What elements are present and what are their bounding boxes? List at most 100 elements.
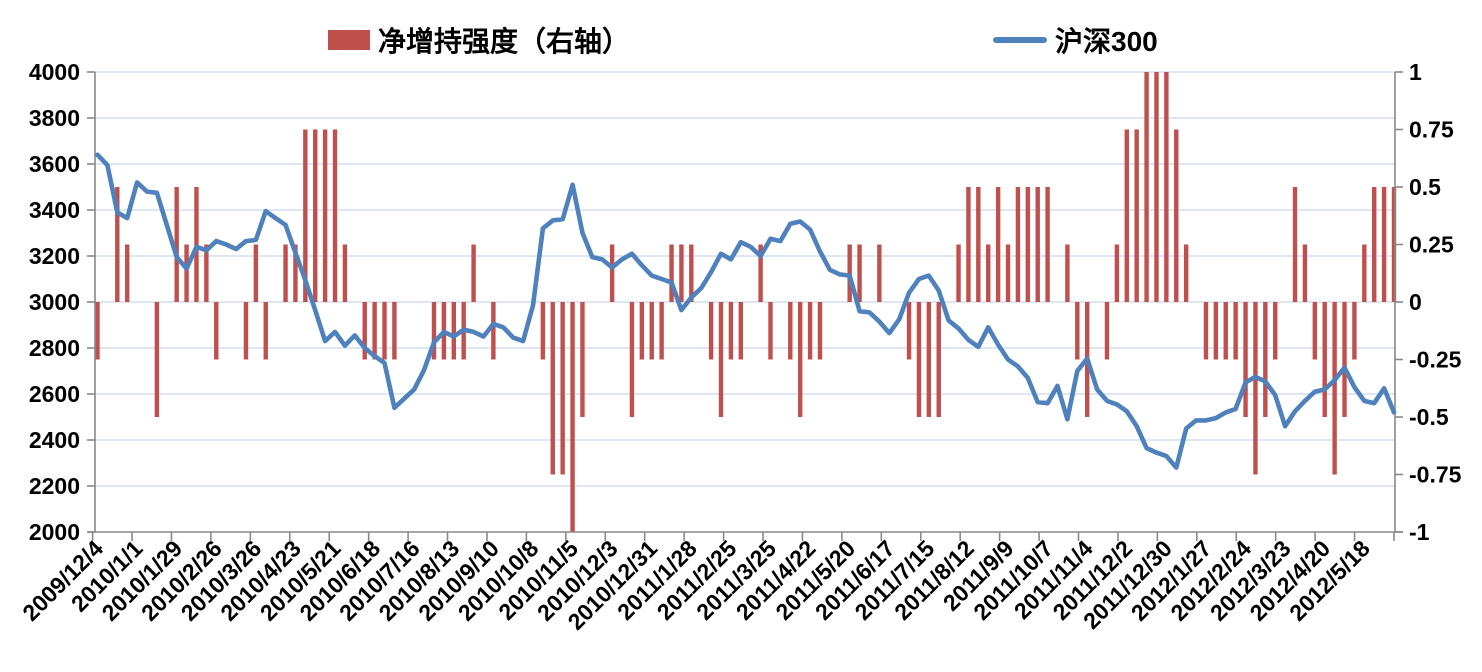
bar	[451, 302, 456, 360]
bar	[1233, 302, 1238, 360]
bar-series-swatch-icon	[328, 30, 370, 50]
bar	[372, 302, 377, 360]
bar	[995, 187, 1001, 302]
legend-bar-label: 净增持强度（右轴）	[378, 26, 631, 57]
bar	[194, 187, 199, 302]
bar	[124, 244, 130, 302]
left-axis-label: 2200	[29, 473, 80, 499]
bar	[1124, 129, 1129, 302]
bar	[1075, 302, 1080, 360]
bar	[986, 244, 991, 302]
left-axis-label: 2400	[29, 427, 80, 453]
bar	[768, 302, 773, 360]
bar	[718, 302, 724, 417]
bar	[659, 302, 664, 360]
bar	[817, 302, 823, 360]
bar	[797, 302, 803, 417]
bar	[1243, 302, 1248, 417]
bar	[926, 302, 932, 417]
bar	[956, 244, 961, 302]
bar	[689, 244, 694, 302]
bar	[283, 244, 288, 302]
bar	[847, 244, 852, 302]
right-axis-label: 0.25	[1409, 232, 1454, 258]
bar	[303, 129, 308, 302]
bar	[649, 302, 654, 360]
bar	[580, 302, 585, 417]
bar	[263, 302, 268, 360]
right-axis-label: -0.5	[1409, 404, 1449, 430]
bar	[214, 302, 219, 360]
bar	[758, 244, 763, 302]
bar	[550, 302, 555, 475]
csi300-line	[95, 152, 1397, 470]
bar	[1253, 302, 1258, 475]
bar	[857, 244, 862, 302]
bar	[570, 302, 575, 532]
bar	[1144, 72, 1149, 302]
right-axis-label: -0.75	[1409, 462, 1462, 488]
bar	[174, 187, 179, 302]
left-axis-label: 2800	[29, 335, 80, 361]
bar	[1312, 302, 1318, 360]
bar	[1183, 244, 1189, 302]
legend-item-bar: 净增持强度（右轴）	[328, 20, 630, 60]
bar	[1005, 244, 1011, 302]
bar	[332, 129, 338, 302]
legend-line-label: 沪深300	[1055, 26, 1158, 57]
left-axis-label: 2000	[29, 519, 80, 545]
bar	[253, 244, 259, 302]
right-axis-label: 0.5	[1409, 174, 1441, 200]
bar	[1391, 187, 1397, 302]
bar	[1045, 187, 1050, 302]
bar	[1114, 244, 1120, 302]
right-axis-label: 0.75	[1409, 117, 1454, 143]
bar	[1273, 302, 1278, 360]
bar	[154, 302, 160, 417]
bar	[293, 244, 298, 302]
bar	[1154, 72, 1159, 302]
bar	[1213, 302, 1219, 360]
bar	[392, 302, 397, 360]
bar	[1292, 187, 1298, 302]
line-series-swatch-icon	[993, 37, 1047, 43]
bar	[877, 244, 882, 302]
bar	[1302, 244, 1308, 302]
left-axis-label: 3400	[29, 197, 80, 223]
bar	[184, 244, 189, 302]
left-axis-label: 3000	[29, 289, 80, 315]
left-axis-label: 4000	[29, 59, 80, 85]
bar	[1025, 187, 1031, 302]
bar	[1223, 302, 1228, 360]
bar	[491, 302, 496, 360]
bar	[679, 244, 684, 302]
bar	[976, 187, 981, 302]
left-axis-label: 3800	[29, 105, 80, 131]
bar	[471, 244, 476, 302]
bar	[629, 302, 635, 417]
legend-item-line: 沪深300	[993, 20, 1158, 60]
bar	[1322, 302, 1327, 417]
bar	[1362, 244, 1367, 302]
right-axis-label: 0	[1409, 289, 1422, 315]
left-axis-label: 3200	[29, 243, 80, 269]
left-axis-label: 2600	[29, 381, 80, 407]
bar	[807, 302, 813, 360]
bar	[1381, 187, 1387, 302]
bar	[313, 129, 318, 302]
bar	[362, 302, 367, 360]
bar	[966, 187, 971, 302]
bar	[669, 244, 674, 302]
right-axis-label: 1	[1409, 59, 1422, 85]
bar	[1104, 302, 1110, 360]
bar	[1164, 72, 1169, 302]
bar	[382, 302, 387, 360]
bar	[1263, 302, 1268, 417]
bar	[728, 302, 734, 360]
bar	[936, 302, 941, 417]
bar	[115, 187, 120, 302]
right-axis-label: -1	[1409, 519, 1430, 545]
bar	[1015, 187, 1021, 302]
bar	[204, 244, 209, 302]
